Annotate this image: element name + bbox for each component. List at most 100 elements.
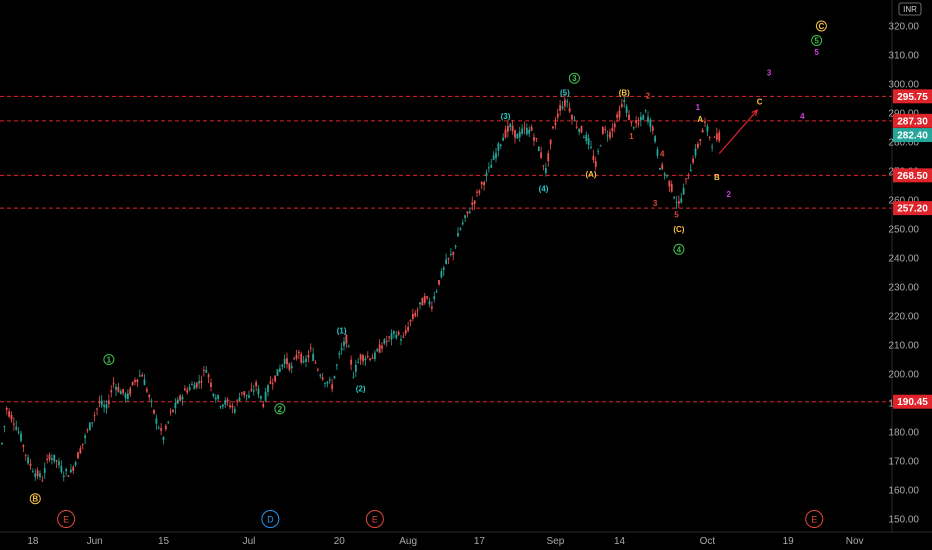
wave-label: 1 — [103, 354, 115, 365]
event-marker-circle[interactable] — [805, 510, 824, 528]
event-marker-circle[interactable] — [261, 510, 280, 528]
time-tick-label: 14 — [614, 536, 626, 547]
candle-body — [411, 313, 414, 319]
event-marker[interactable]: E — [365, 510, 384, 528]
candle-body — [84, 435, 87, 439]
candle-body — [620, 104, 623, 107]
wave-label: 2 — [274, 403, 286, 415]
time-axis[interactable]: 18 Jun 15 Jul 20 Aug 17 Sep 14 Oct 19 Nov — [0, 531, 932, 547]
projection-line — [718, 109, 758, 154]
candle-body — [98, 401, 101, 404]
price-axis[interactable]: 150.00160.00170.00180.00190.00200.00210.… — [888, 22, 932, 526]
candle-body — [31, 471, 34, 473]
candle-body — [326, 381, 329, 384]
wave-label: C — [815, 20, 827, 32]
candle-body — [499, 144, 502, 146]
currency-badge: INR — [898, 2, 922, 16]
candle-body — [271, 383, 274, 385]
candle-body — [635, 120, 638, 124]
candle-body — [352, 376, 355, 378]
candle-body — [423, 295, 426, 304]
candle-body — [343, 341, 345, 346]
event-marker[interactable]: D — [261, 510, 280, 528]
candle-body — [172, 409, 174, 412]
candle-body — [24, 454, 27, 456]
candle-body — [480, 181, 483, 185]
wave-labels: B12(1)(2)3(3)(4)(5)(A)(B) 21435(C)41AB2C3… — [29, 20, 827, 505]
wave-label: 3 — [653, 199, 658, 208]
candle-body — [708, 136, 711, 138]
level-label: 268.50 — [897, 171, 928, 182]
candle-body — [157, 427, 160, 429]
candle-body — [680, 198, 683, 203]
candle-body — [383, 339, 386, 344]
candle-body — [22, 445, 25, 448]
candle-body — [48, 454, 51, 460]
wave-label: (3) — [501, 112, 511, 121]
candle-body — [29, 463, 32, 466]
candle-body — [96, 408, 98, 410]
wave-label: B — [714, 173, 720, 182]
candle-body — [644, 110, 647, 112]
horizontal-levels — [0, 95, 892, 403]
candle-body — [378, 344, 381, 353]
time-tick-label: 18 — [27, 536, 39, 547]
wave-label-text: 2 — [278, 405, 283, 414]
price-tick-label: 210.00 — [888, 341, 919, 352]
level-badge — [893, 113, 932, 128]
candle-body — [312, 353, 315, 361]
event-marker-circle[interactable] — [365, 510, 384, 528]
candle-body — [179, 395, 182, 401]
candle-body — [58, 461, 60, 466]
candle-body — [354, 364, 357, 372]
candle-body — [715, 133, 718, 140]
price-tick-label: 220.00 — [888, 312, 919, 323]
candle-body — [661, 164, 664, 169]
wave-label-text: 1 — [629, 132, 634, 141]
candle-body — [12, 423, 15, 425]
candle-body — [449, 254, 452, 256]
candle-body — [594, 161, 597, 167]
candle-body — [609, 131, 611, 138]
candle-body — [573, 119, 576, 121]
last-price-label: 282.40 — [897, 131, 928, 142]
candle-body — [447, 257, 450, 259]
price-tick-label: 180.00 — [888, 428, 919, 439]
candle-body — [252, 390, 255, 392]
candle-body — [530, 126, 533, 131]
candle-body — [67, 475, 70, 477]
candle-body — [402, 336, 405, 338]
candle-body — [587, 137, 590, 145]
candle-body — [713, 136, 716, 138]
price-tick-label: 170.00 — [888, 457, 919, 468]
candle-body — [506, 125, 509, 132]
event-marker[interactable]: E — [57, 510, 76, 528]
candle-body — [509, 124, 512, 128]
event-marker-circle[interactable] — [57, 510, 76, 528]
candle-body — [601, 126, 604, 134]
wave-label-circle — [673, 243, 685, 255]
candle-body — [202, 369, 205, 371]
candle-body — [105, 404, 108, 409]
candle-body — [264, 391, 267, 401]
candle-body — [670, 184, 673, 192]
candle-body — [457, 232, 459, 237]
wave-label: 4 — [800, 112, 805, 121]
candle-body — [599, 145, 602, 147]
candle-body — [53, 454, 56, 462]
wave-label: (B) — [619, 89, 630, 98]
candle-body — [516, 133, 519, 139]
candle-body — [656, 149, 659, 156]
candle-body — [369, 358, 372, 361]
candle-body — [556, 113, 559, 118]
candle-body — [210, 382, 212, 387]
time-tick-label: Jul — [243, 536, 256, 547]
event-marker[interactable]: E — [805, 510, 824, 528]
candle-body — [706, 126, 709, 132]
candle-body — [155, 418, 158, 424]
candle-body — [632, 127, 635, 129]
candle-body — [86, 429, 89, 431]
candle-body — [364, 358, 367, 361]
wave-label: 1 — [629, 132, 634, 141]
